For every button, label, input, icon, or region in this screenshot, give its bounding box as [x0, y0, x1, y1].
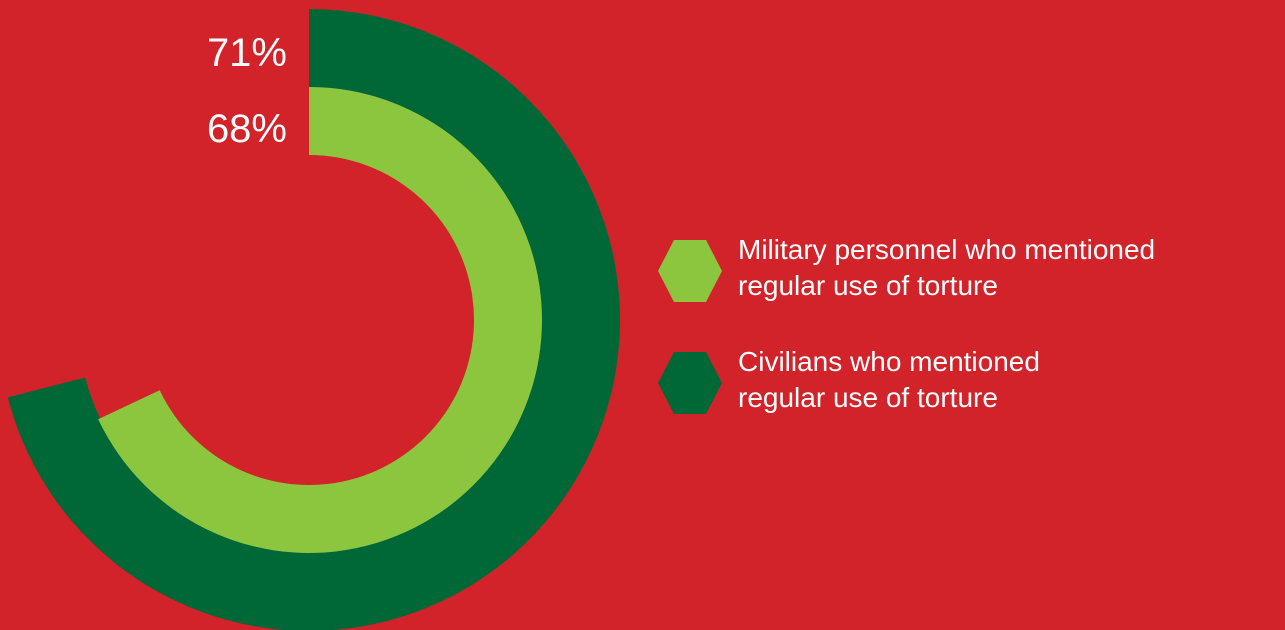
- legend-label-line: regular use of torture: [738, 270, 998, 301]
- legend-item-military: Military personnel who mentioned regular…: [658, 232, 1278, 344]
- legend: Military personnel who mentioned regular…: [658, 232, 1278, 456]
- legend-label-civilians: Civilians who mentioned regular use of t…: [738, 344, 1278, 416]
- civilians-value-label: 71%: [206, 31, 287, 75]
- legend-label-line: Military personnel who mentioned: [738, 234, 1156, 265]
- legend-label-line: Civilians who mentioned: [738, 346, 1040, 377]
- military-arc: [98, 87, 543, 554]
- hexagon-icon: [658, 352, 722, 414]
- legend-label-military: Military personnel who mentioned regular…: [738, 232, 1278, 304]
- military-value-label: 68%: [206, 107, 287, 151]
- legend-label-line: regular use of torture: [738, 382, 998, 413]
- legend-item-civilians: Civilians who mentioned regular use of t…: [658, 344, 1278, 456]
- hexagon-icon: [658, 240, 722, 302]
